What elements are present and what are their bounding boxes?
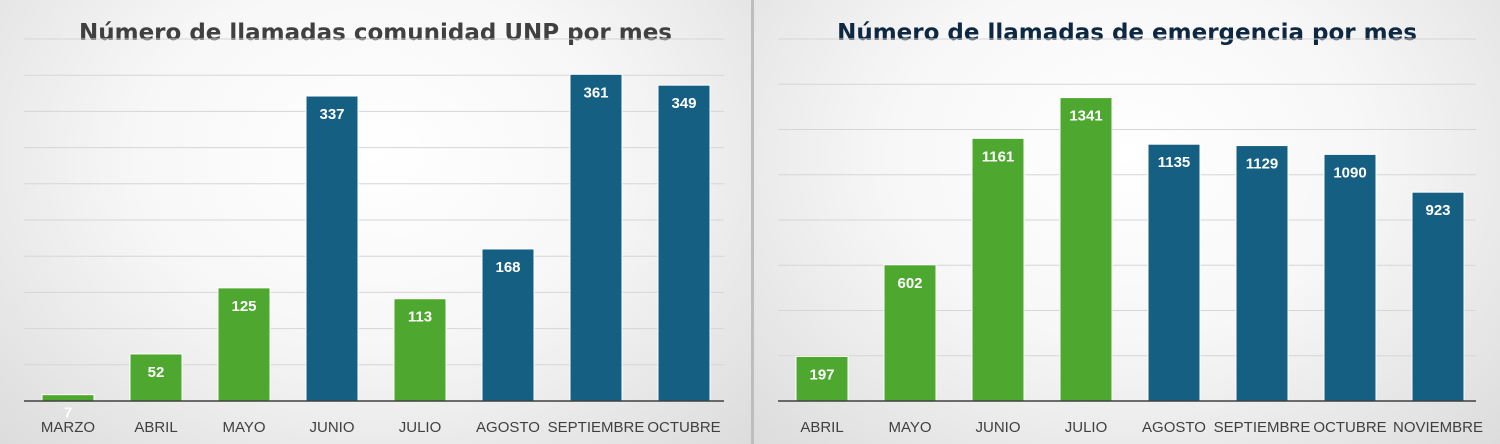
chart-title: Número de llamadas comunidad UNP por mes bbox=[78, 20, 672, 46]
data-label: 349 bbox=[671, 95, 696, 112]
data-label: 1129 bbox=[1246, 156, 1279, 173]
bar-septiembre bbox=[1235, 145, 1289, 402]
x-tick-label: MAYO bbox=[888, 419, 931, 436]
data-label: 7 bbox=[64, 405, 72, 422]
x-tick-label: OCTUBRE bbox=[647, 419, 720, 436]
data-label: 197 bbox=[809, 366, 834, 383]
chart-panel-unp: Número de llamadas comunidad UNP por mes… bbox=[0, 0, 751, 444]
x-tick-label: AGOSTO bbox=[1142, 419, 1206, 436]
data-label: 361 bbox=[583, 84, 608, 101]
data-label: 52 bbox=[148, 364, 165, 381]
data-label: 168 bbox=[495, 259, 520, 276]
chart-panel-emergencia: Número de llamadas de emergencia por mes… bbox=[754, 0, 1500, 444]
x-tick-label: ABRIL bbox=[800, 419, 843, 436]
data-label: 125 bbox=[231, 298, 256, 315]
data-label: 602 bbox=[897, 275, 922, 292]
bar-mayo bbox=[883, 264, 937, 402]
chart-title: Número de llamadas de emergencia por mes bbox=[837, 20, 1417, 46]
x-tick-label: MAYO bbox=[222, 419, 265, 436]
x-tick-label: JULIO bbox=[1065, 419, 1108, 436]
bar-noviembre bbox=[1411, 191, 1465, 402]
data-label: 113 bbox=[408, 309, 432, 326]
bar-marzo bbox=[41, 394, 95, 402]
panel-divider bbox=[751, 0, 754, 444]
x-tick-label: OCTUBRE bbox=[1313, 419, 1386, 436]
data-label: 1090 bbox=[1333, 164, 1366, 181]
x-tick-label: SEPTIEMBRE bbox=[1214, 419, 1311, 436]
x-tick-label: AGOSTO bbox=[476, 419, 540, 436]
data-label: 1135 bbox=[1158, 154, 1191, 171]
x-tick-label: JUNIO bbox=[310, 419, 355, 436]
bar-septiembre bbox=[569, 73, 623, 402]
bar-junio bbox=[305, 95, 359, 402]
x-tick-label: ABRIL bbox=[134, 419, 177, 436]
bar-julio bbox=[1059, 97, 1113, 402]
bar-chart-emergencia: 197 ABRIL 602 MAYO 1161 JUNIO 1341 JULIO 1135 AGO… bbox=[778, 38, 1483, 436]
x-tick-label: JUNIO bbox=[976, 419, 1021, 436]
bar-octubre bbox=[657, 84, 711, 402]
bar-junio bbox=[971, 137, 1025, 402]
x-tick-label: SEPTIEMBRE bbox=[548, 419, 645, 436]
x-tick-label: NOVIEMBRE bbox=[1393, 419, 1483, 436]
data-label: 1161 bbox=[982, 148, 1015, 165]
x-tick-label: JULIO bbox=[399, 419, 442, 436]
data-label: 923 bbox=[1425, 202, 1450, 219]
bar-octubre bbox=[1323, 153, 1377, 402]
bar-abril bbox=[795, 355, 849, 402]
x-tick-label: MARZO bbox=[41, 419, 95, 436]
data-label: 337 bbox=[319, 106, 344, 123]
bar-agosto bbox=[1147, 143, 1201, 402]
data-label: 1341 bbox=[1069, 108, 1102, 125]
